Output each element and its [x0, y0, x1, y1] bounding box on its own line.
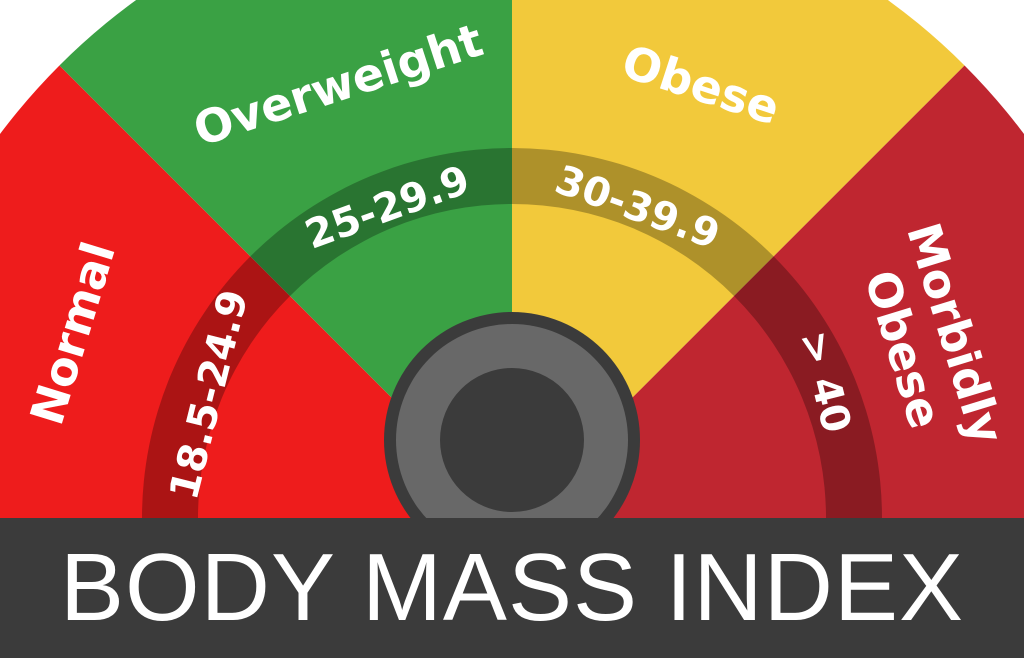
range-band [142, 148, 882, 518]
segment-normal [0, 65, 512, 518]
page-title: BODY MASS INDEX [59, 534, 965, 641]
hub-center [440, 368, 584, 512]
segment-morbidly-obese [512, 65, 1024, 518]
title-bar [0, 518, 1024, 658]
